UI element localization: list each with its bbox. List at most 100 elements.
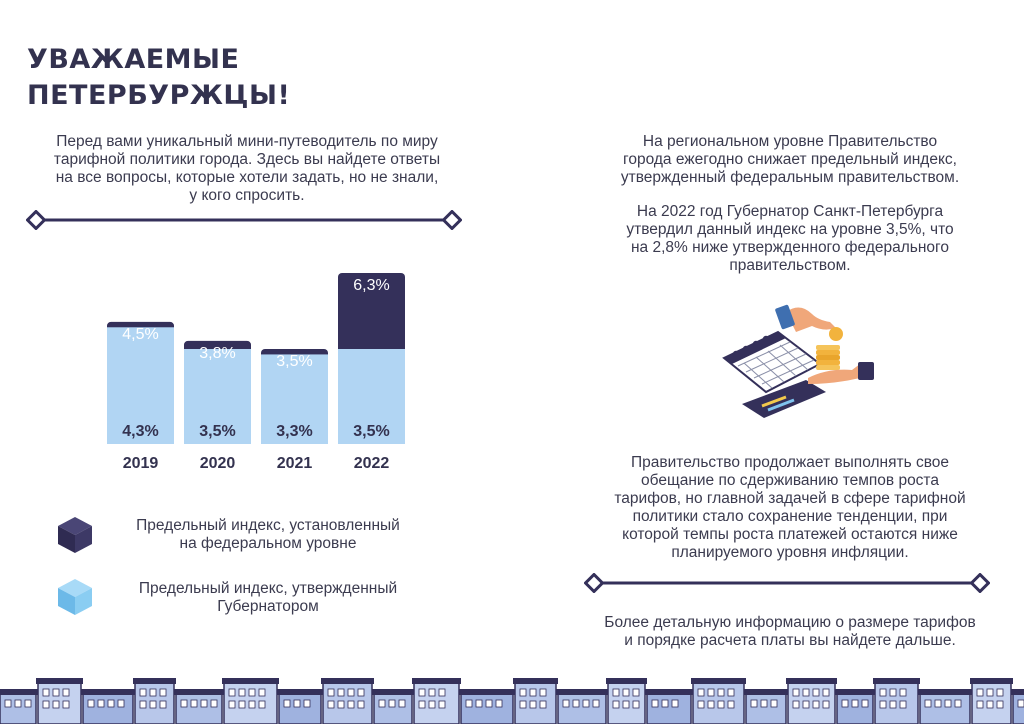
window xyxy=(248,700,256,709)
window xyxy=(159,688,167,697)
window xyxy=(303,699,311,708)
window xyxy=(238,688,246,697)
window xyxy=(149,688,157,697)
window xyxy=(337,688,345,697)
building xyxy=(1012,693,1024,724)
building xyxy=(82,693,134,724)
building-roof xyxy=(81,689,135,695)
window xyxy=(62,688,70,697)
intro-text: Перед вами уникальный мини-путеводитель … xyxy=(22,133,472,205)
hand-icon xyxy=(775,304,836,332)
building-roof xyxy=(133,678,176,684)
x-tick-label: 2020 xyxy=(200,455,236,472)
window xyxy=(612,700,620,709)
building xyxy=(836,693,874,724)
legend-line: Предельный индекс, утвержденный xyxy=(138,580,398,597)
text-line: тарифной политики города. Здесь вы найде… xyxy=(53,151,441,168)
window xyxy=(327,688,335,697)
data-label-federal: 3,5% xyxy=(276,353,312,370)
text-line: Перед вами уникальный мини-путеводитель … xyxy=(56,133,438,150)
text-line: на все вопросы, которые хотели задать, н… xyxy=(55,169,439,186)
window xyxy=(727,688,735,697)
window xyxy=(159,700,167,709)
window xyxy=(727,700,735,709)
window xyxy=(357,700,365,709)
window xyxy=(841,699,849,708)
legend-governor: Предельный индекс, утвержденный Губернат… xyxy=(108,580,428,616)
window xyxy=(539,700,547,709)
bar-chart: 4,5% 4,3% 2019 3,8% 3,5% 2020 3,5% 3,3% 2021 6,3%… xyxy=(107,273,405,472)
building-roof xyxy=(606,678,647,684)
window xyxy=(572,699,580,708)
text-line: правительством. xyxy=(729,257,851,274)
tablet-icon xyxy=(742,380,826,418)
window xyxy=(750,699,758,708)
window xyxy=(996,700,1004,709)
building xyxy=(745,693,787,724)
building-roof xyxy=(0,689,38,695)
window xyxy=(924,699,932,708)
text-line: которой темпы роста платежей остаются ни… xyxy=(622,526,958,543)
text-line: у кого спросить. xyxy=(189,187,305,204)
window xyxy=(986,700,994,709)
window xyxy=(697,688,705,697)
bar-governor xyxy=(107,327,174,444)
window xyxy=(180,699,188,708)
window xyxy=(418,700,426,709)
building xyxy=(175,693,223,724)
bar-governor xyxy=(184,349,251,444)
data-label-governor: 3,5% xyxy=(199,423,235,440)
data-label-federal: 3,8% xyxy=(199,345,235,362)
text-line: тарифов, но главной задачей в сфере тари… xyxy=(614,490,966,507)
window xyxy=(996,688,1004,697)
building-roof xyxy=(277,689,323,695)
text-line: обещание по сдерживанию темпов роста xyxy=(641,472,939,489)
window xyxy=(592,699,600,708)
dark-cube-icon xyxy=(58,517,92,553)
window xyxy=(661,699,669,708)
building xyxy=(373,693,413,724)
building-roof xyxy=(645,689,693,695)
window xyxy=(562,699,570,708)
window xyxy=(812,700,820,709)
window xyxy=(228,700,236,709)
window xyxy=(42,688,50,697)
window xyxy=(398,699,406,708)
window xyxy=(210,699,218,708)
building xyxy=(278,693,322,724)
text-line: и порядке расчета платы вы найдете дальш… xyxy=(624,632,956,649)
window xyxy=(802,688,810,697)
window xyxy=(485,699,493,708)
x-tick-label: 2021 xyxy=(277,455,313,472)
hand-bottom-icon xyxy=(808,362,874,384)
window xyxy=(651,699,659,708)
building-roof xyxy=(222,678,279,684)
window xyxy=(52,700,60,709)
window xyxy=(851,699,859,708)
window xyxy=(87,699,95,708)
building-roof xyxy=(918,689,972,695)
window xyxy=(258,688,266,697)
window xyxy=(62,700,70,709)
legend-line: Губернатором xyxy=(217,598,319,615)
right-paragraph-2: На 2022 год Губернатор Санкт-Петербурга … xyxy=(585,203,995,275)
x-tick-label: 2019 xyxy=(123,455,159,472)
text-line: на 2,8% ниже утвержденного федерального xyxy=(631,239,949,256)
building xyxy=(460,693,514,724)
legend-line: Предельный индекс, установленный xyxy=(136,517,400,534)
window xyxy=(139,700,147,709)
window xyxy=(475,699,483,708)
window xyxy=(52,688,60,697)
window xyxy=(822,700,830,709)
building-roof xyxy=(412,678,461,684)
window xyxy=(622,700,630,709)
building-roof xyxy=(372,689,414,695)
window xyxy=(1017,699,1024,708)
window xyxy=(879,700,887,709)
window xyxy=(337,700,345,709)
window xyxy=(465,699,473,708)
window xyxy=(200,699,208,708)
window xyxy=(519,688,527,697)
window xyxy=(519,700,527,709)
light-cube-icon xyxy=(58,579,92,615)
